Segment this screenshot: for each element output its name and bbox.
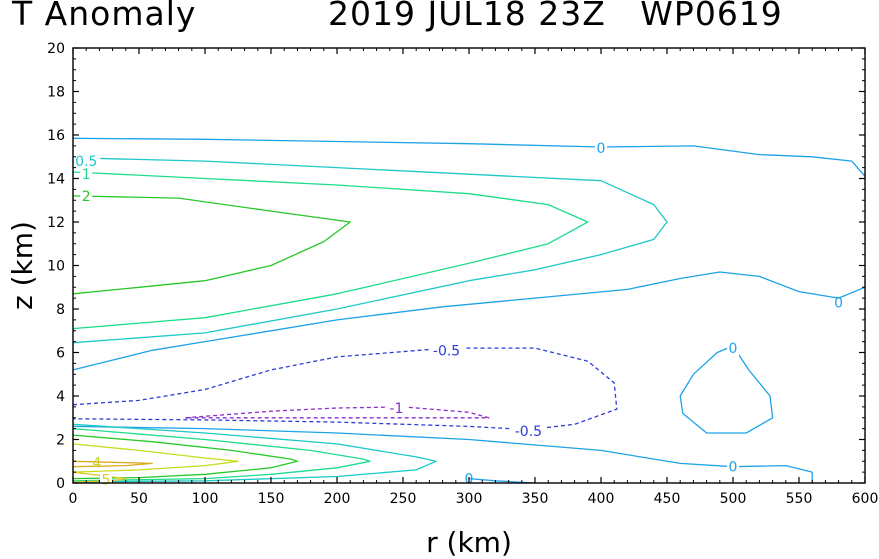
contour-line-7 — [72, 157, 668, 344]
contour-line-12 — [72, 434, 299, 480]
contour-label-bg — [72, 153, 101, 170]
contour-line-10 — [72, 427, 371, 482]
x-tick-label: 300 — [456, 491, 483, 507]
y-tick-label: 0 — [56, 476, 65, 492]
contour-line-2 — [679, 345, 774, 434]
x-tick-label: 50 — [130, 491, 148, 507]
chart-title-left: T Anomaly — [12, 0, 197, 33]
plot-frame — [72, 47, 866, 484]
y-tick-label: 18 — [47, 85, 65, 101]
y-tick-label: 8 — [56, 302, 65, 318]
contour-label: 0 — [729, 460, 738, 476]
contour-line-0 — [72, 137, 866, 177]
contour-label: 0 — [729, 341, 738, 357]
contour-label: 1 — [82, 167, 91, 183]
y-tick-label: 10 — [47, 259, 65, 275]
contour-label-bg — [832, 294, 845, 311]
y-tick-label: 16 — [47, 128, 65, 144]
x-tick-label: 400 — [588, 491, 615, 507]
contour-label-bg — [386, 399, 407, 416]
contour-label-bg — [428, 342, 465, 359]
contour-label: -0.5 — [433, 343, 460, 359]
x-tick-label: 100 — [192, 491, 219, 507]
x-tick-label: 200 — [324, 491, 351, 507]
y-axis-title: z (km) — [6, 221, 39, 310]
x-tick-label: 350 — [522, 491, 549, 507]
contour-label-bg — [510, 422, 547, 439]
contour-label: -1 — [389, 401, 403, 417]
x-tick-label: 150 — [258, 491, 285, 507]
contour-label: 0 — [834, 295, 843, 311]
y-tick-label: 6 — [56, 346, 65, 362]
contour-label-bg — [595, 140, 607, 157]
y-tick-label: 4 — [56, 389, 65, 405]
y-tick-label: 12 — [47, 215, 65, 231]
contour-line-8 — [72, 423, 437, 483]
x-tick-label: 450 — [654, 491, 681, 507]
chart-title-right: 2019 JUL18 23Z WP0619 — [328, 0, 783, 33]
contour-line-11 — [72, 195, 351, 295]
contour-line-13 — [72, 443, 239, 473]
contour-label-bg — [100, 471, 112, 488]
x-tick-label: 600 — [852, 491, 879, 507]
x-tick-label: 500 — [720, 491, 747, 507]
x-tick-label: 0 — [69, 491, 78, 507]
contour-line-14 — [72, 460, 153, 468]
contour-label-bg — [80, 187, 93, 204]
contour-label: -0.5 — [515, 424, 542, 440]
contour-label-bg — [80, 166, 93, 183]
contour-label: 0.5 — [75, 154, 97, 170]
contour-label: 5 — [102, 473, 111, 489]
contour-label: 4 — [92, 455, 101, 471]
contour-line-3 — [72, 425, 813, 483]
contour-label: 0 — [597, 141, 606, 157]
x-axis-title: r (km) — [426, 526, 512, 559]
y-tick-label: 14 — [47, 172, 65, 188]
y-tick-label: 20 — [47, 41, 65, 57]
contour-label: 2 — [82, 189, 91, 205]
contour-line-5 — [72, 347, 618, 431]
contour-line-1 — [72, 271, 866, 371]
y-tick-label: 2 — [56, 433, 65, 449]
contour-line-9 — [72, 171, 589, 330]
contour-line-6 — [185, 406, 490, 419]
x-tick-label: 250 — [390, 491, 417, 507]
x-tick-label: 550 — [786, 491, 813, 507]
contour-label-bg — [727, 458, 739, 475]
contour-label-bg — [727, 340, 739, 357]
